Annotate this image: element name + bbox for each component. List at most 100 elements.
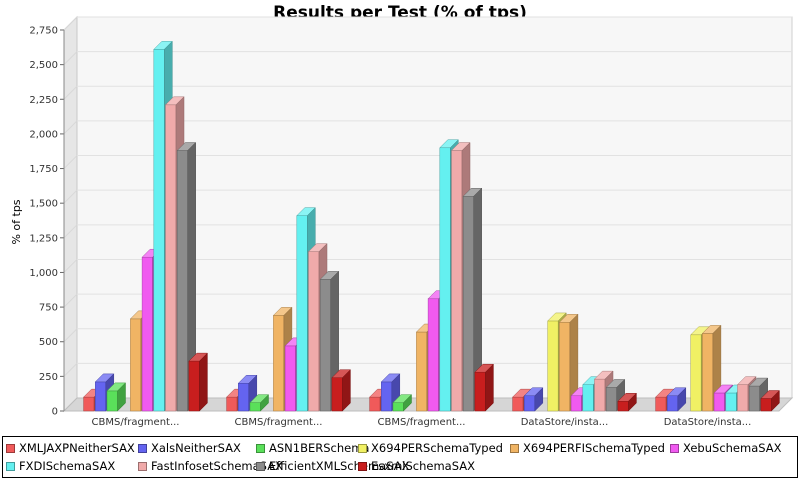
legend-label: EfficientXMLSchemaSAX [269, 459, 410, 473]
gridline-side [63, 259, 78, 273]
gridline-side [63, 51, 78, 65]
gridline-side [63, 363, 78, 377]
y-tick-label: 2,250 [29, 95, 58, 106]
bar-front [273, 315, 285, 412]
bar-front [427, 298, 439, 412]
y-tick-label: 1,500 [29, 199, 58, 210]
legend-item: FastInfosetSchemaSAX [138, 458, 283, 474]
y-axis-label: % of tps [10, 199, 23, 244]
bar-side [628, 392, 637, 412]
bar [617, 392, 638, 412]
gridline-side [63, 328, 78, 343]
legend-label: X694PERFISchemaTyped [523, 441, 665, 455]
legend-item: XMLJAXPNeitherSAX [6, 440, 135, 456]
legend-swatch [510, 443, 519, 453]
bar-front [130, 318, 142, 412]
legend-label: XMLJAXPNeitherSAX [19, 441, 135, 455]
legend-item: XalsNeitherSAX [138, 440, 241, 456]
bar-front [284, 345, 296, 412]
x-category-label: DataStore/insta... [521, 417, 609, 428]
legend-label: XalsNeitherSAX [151, 441, 241, 455]
bar [523, 387, 544, 412]
bar-front [226, 396, 238, 412]
plot-left-wall [63, 15, 78, 413]
gridline-side [63, 120, 78, 135]
legend-item: FXDISchemaSAX [6, 458, 115, 474]
bar [249, 394, 270, 412]
legend-swatch [358, 443, 367, 453]
legend-swatch [670, 443, 679, 453]
y-tick-label: 2,750 [29, 26, 58, 37]
bar-front [331, 377, 343, 412]
bar-front [308, 251, 320, 412]
legend-swatch [256, 443, 265, 453]
bar-side [771, 389, 780, 412]
bar-front [416, 331, 428, 412]
bar [106, 382, 127, 412]
bar-side [342, 369, 351, 412]
y-tick-label: 0 [52, 407, 58, 418]
legend-item: ASN1BERSchema [256, 440, 369, 456]
bar-front [474, 371, 486, 412]
gridline-side [63, 16, 78, 31]
legend-swatch [256, 461, 265, 471]
bar-front [547, 320, 559, 412]
bar-front [512, 396, 524, 412]
bar-front [594, 378, 606, 412]
bar-side [534, 387, 544, 412]
bar-side [199, 352, 208, 412]
x-category-label: CBMS/fragment... [235, 417, 323, 428]
bar-front [176, 150, 188, 412]
bar-front [690, 334, 702, 412]
bar-side [403, 394, 412, 412]
bar-front [748, 385, 760, 412]
bar-front [238, 383, 250, 412]
bar-front [451, 150, 463, 412]
bar-front [702, 333, 714, 412]
bar-front [381, 381, 393, 412]
bar-front [106, 390, 118, 412]
bar-front [188, 360, 200, 412]
gridline-side [63, 293, 78, 308]
chart: Results per Test (% of tps) % of tps 025… [10, 3, 794, 428]
legend-item: X694PERFISchemaTyped [510, 440, 665, 456]
gridline-side [63, 224, 78, 239]
bars [82, 40, 781, 412]
gridline-side [63, 155, 78, 169]
x-axis-categories: CBMS/fragment... CBMS/fragment... CBMS/fra… [92, 417, 752, 428]
legend-label: FastInfosetSchemaSAX [151, 459, 283, 473]
y-tick-label: 750 [39, 303, 58, 314]
bar [392, 394, 413, 412]
y-tick-label: 1,250 [29, 233, 58, 244]
bar-front [141, 256, 153, 412]
bar [474, 363, 495, 412]
bar-front [319, 279, 331, 412]
y-tick-label: 250 [39, 372, 58, 383]
legend-item: X694PERSchemaTyped [358, 440, 503, 456]
bar-front [95, 381, 107, 412]
legend-label: FXDISchemaSAX [19, 459, 116, 473]
legend-swatch [138, 461, 147, 471]
y-axis-ticks: 0 250 500 750 1,000 1,250 1,500 1,750 2,000 2,250… [29, 26, 65, 418]
bar-front [582, 384, 594, 412]
bar-front [667, 395, 679, 412]
bar-front [617, 401, 629, 412]
legend-label: ASN1BERSchema [269, 441, 370, 455]
bar [331, 369, 352, 412]
bar-front [165, 104, 177, 412]
legend: XMLJAXPNeitherSAX XalsNeitherSAX ASN1BERSc… [2, 436, 798, 478]
bar-front [524, 395, 536, 412]
bar-front [392, 402, 404, 412]
bar-side [260, 394, 269, 412]
x-category-label: CBMS/fragment... [378, 417, 466, 428]
bar-front [760, 398, 772, 412]
y-tick-label: 2,500 [29, 60, 58, 71]
y-tick-label: 500 [39, 337, 58, 348]
bar-front [462, 196, 474, 412]
bar-front [439, 147, 451, 412]
gridline-side [63, 189, 78, 204]
legend-label: EsxmlSchemaSAX [371, 459, 475, 473]
bar [188, 352, 209, 412]
gridline-side [63, 85, 78, 100]
legend-label: XebuSchemaSAX [683, 441, 782, 455]
